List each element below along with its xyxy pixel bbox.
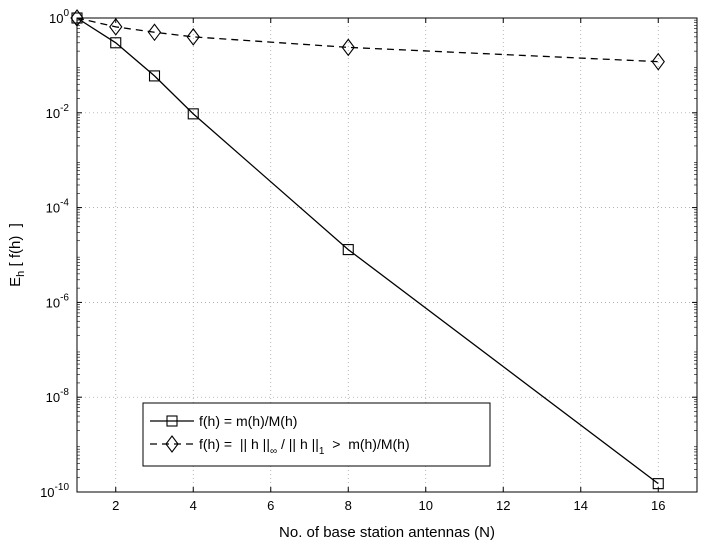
y-tick-label: 10-2 (46, 103, 70, 121)
legend-entry-2-sub-1: 1 (319, 446, 325, 457)
x-tick-label: 6 (267, 498, 274, 513)
legend-entry-2-sub-inf: ∞ (270, 446, 277, 457)
x-tick-label: 8 (345, 498, 352, 513)
y-axis-label-subscript: h (15, 271, 27, 277)
series-2-point (147, 23, 162, 42)
y-axis-label-main: E (7, 277, 24, 287)
x-axis-label: No. of base station antennas (N) (279, 524, 495, 541)
series-2 (70, 9, 665, 71)
series-1-line (76, 17, 659, 485)
y-tick-label: 100 (49, 8, 69, 26)
series-2-point (186, 27, 200, 46)
series-1-point (148, 70, 161, 82)
series-1-point (652, 478, 664, 490)
legend-entry-2-part-a: f(h) = || h || (199, 436, 270, 452)
y-tick-label: 10-8 (46, 387, 70, 405)
series-1-point (71, 12, 83, 24)
series-1-point (110, 37, 122, 49)
series-1-point (187, 108, 199, 120)
x-tick-label: 10 (419, 498, 433, 513)
y-tick-label: 10-10 (40, 482, 69, 500)
legend-swatches (150, 415, 194, 453)
legend-entry-1-swatch-marker (166, 415, 178, 427)
legend-entry-2-label: f(h) = || h ||∞ / || h ||1 > m(h)/M(h) (199, 436, 410, 457)
legend-entry-1-label: f(h) = m(h)/M(h) (199, 413, 297, 429)
series-1 (71, 12, 664, 490)
x-tick-label: 2 (112, 498, 119, 513)
y-tick-label: 10-6 (46, 292, 70, 310)
y-axis-label-rest: [ f(h) ] (7, 223, 24, 271)
legend-box (142, 402, 491, 467)
legend: f(h) = m(h)/M(h) f(h) = || h ||∞ / || h … (142, 402, 491, 467)
legend-entry-2-part-c: > m(h)/M(h) (324, 436, 409, 452)
x-tick-label: 12 (496, 498, 510, 513)
y-axis-label: Eh [ f(h) ] (7, 223, 27, 287)
series-2-point (651, 52, 665, 71)
series-2-line (76, 17, 659, 63)
series-2-point (70, 9, 84, 27)
legend-entry-2-part-b: / || h || (277, 436, 319, 452)
x-tick-label: 4 (190, 498, 197, 513)
plot-area (76, 17, 698, 493)
y-tick-label: 10-4 (46, 198, 70, 216)
legend-entry-2-swatch-marker (165, 435, 179, 453)
series-layer (70, 9, 665, 490)
series-2-point (109, 17, 123, 36)
x-tick-label: 16 (651, 498, 665, 513)
series-2-point (341, 38, 355, 57)
axis-ticks: 2 4 6 8 10 12 14 16 100 10-2 10-4 10-6 10-8 10-10 (40, 8, 697, 513)
series-1-point (342, 244, 354, 256)
x-tick-label: 14 (574, 498, 588, 513)
